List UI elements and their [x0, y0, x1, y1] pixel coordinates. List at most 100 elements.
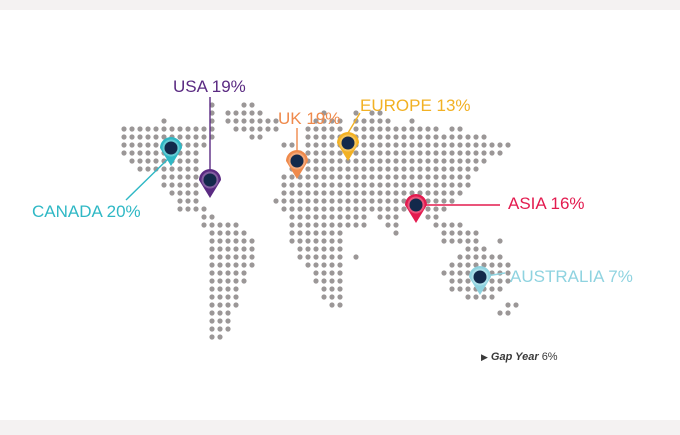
land-dot	[225, 118, 231, 124]
land-dot	[329, 166, 335, 172]
land-dot	[313, 278, 319, 284]
land-dot	[441, 142, 447, 148]
land-dot	[465, 150, 471, 156]
australia-label: AUSTRALIA 7%	[510, 267, 633, 286]
land-dot	[489, 254, 495, 260]
land-dot	[361, 174, 367, 180]
land-dot	[441, 270, 447, 276]
land-dot	[409, 118, 415, 124]
land-dot	[441, 150, 447, 156]
land-dot	[281, 198, 287, 204]
land-dot	[433, 126, 439, 132]
land-dot	[457, 174, 463, 180]
land-dot	[385, 118, 391, 124]
land-dot	[409, 134, 415, 140]
land-dot	[329, 118, 335, 124]
land-dot	[313, 222, 319, 228]
land-dot	[137, 134, 143, 140]
land-dot	[425, 206, 431, 212]
land-dot	[369, 206, 375, 212]
land-dot	[209, 286, 215, 292]
land-dot	[393, 166, 399, 172]
land-dot	[145, 126, 151, 132]
europe-callout-line	[347, 112, 361, 134]
land-dot	[329, 174, 335, 180]
land-dot	[449, 126, 455, 132]
land-dot	[273, 126, 279, 132]
land-dot	[465, 270, 471, 276]
callout-lines	[125, 97, 506, 278]
land-dot	[297, 198, 303, 204]
land-dot	[233, 230, 239, 236]
land-dot	[209, 222, 215, 228]
land-dot	[169, 174, 175, 180]
uk-pin-icon	[286, 150, 308, 179]
land-dot	[393, 222, 399, 228]
land-dot	[249, 110, 255, 116]
land-dot	[201, 214, 207, 220]
land-dot	[377, 142, 383, 148]
land-dot	[329, 238, 335, 244]
land-dot	[369, 190, 375, 196]
land-dot	[241, 262, 247, 268]
land-dot	[425, 142, 431, 148]
land-dot	[329, 302, 335, 308]
land-dot	[457, 222, 463, 228]
land-dot	[313, 174, 319, 180]
land-dot	[329, 206, 335, 212]
land-dot	[353, 190, 359, 196]
land-dot	[241, 238, 247, 244]
land-dot	[185, 142, 191, 148]
land-dot	[385, 150, 391, 156]
land-dot	[337, 294, 343, 300]
land-dot	[305, 222, 311, 228]
australia-pin-icon	[469, 266, 491, 295]
land-dot	[297, 254, 303, 260]
land-dot	[329, 126, 335, 132]
land-dot	[329, 142, 335, 148]
land-dot	[481, 246, 487, 252]
land-dot	[257, 134, 263, 140]
land-dot	[417, 158, 423, 164]
land-dot	[305, 126, 311, 132]
land-dot	[305, 254, 311, 260]
land-dot	[465, 230, 471, 236]
land-dot	[361, 158, 367, 164]
land-dot	[185, 134, 191, 140]
land-dot	[193, 126, 199, 132]
land-dot	[121, 150, 127, 156]
land-dot	[313, 150, 319, 156]
land-dot	[361, 150, 367, 156]
land-dot	[249, 246, 255, 252]
land-dot	[193, 174, 199, 180]
land-dot	[393, 174, 399, 180]
land-dot	[409, 182, 415, 188]
land-dot	[449, 182, 455, 188]
land-dot	[497, 286, 503, 292]
land-dot	[289, 214, 295, 220]
land-dot	[433, 182, 439, 188]
land-dot	[497, 150, 503, 156]
land-dot	[217, 254, 223, 260]
land-dot	[441, 222, 447, 228]
land-dot	[241, 254, 247, 260]
land-dot	[337, 302, 343, 308]
land-dot	[369, 110, 375, 116]
land-dot	[297, 190, 303, 196]
land-dot	[313, 198, 319, 204]
land-dot	[345, 198, 351, 204]
canada-label: CANADA 20%	[32, 202, 141, 221]
land-dot	[489, 278, 495, 284]
land-dot	[337, 206, 343, 212]
land-dot	[201, 134, 207, 140]
land-dot	[177, 166, 183, 172]
land-dot	[185, 126, 191, 132]
land-dot	[417, 142, 423, 148]
land-dot	[241, 246, 247, 252]
land-dot	[457, 286, 463, 292]
land-dot	[209, 230, 215, 236]
land-dot	[465, 182, 471, 188]
land-dot	[257, 126, 263, 132]
land-dot	[361, 134, 367, 140]
land-dot	[225, 254, 231, 260]
